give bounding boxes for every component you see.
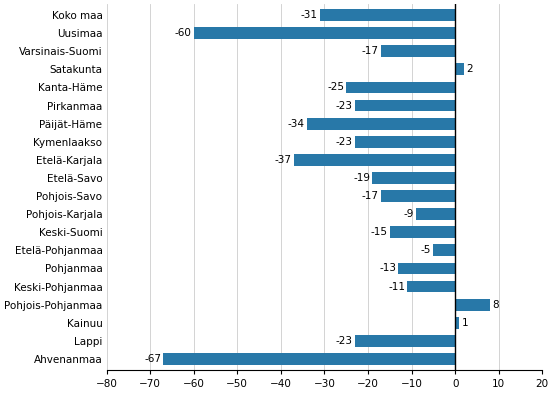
Bar	[455, 317, 460, 329]
Text: -60: -60	[175, 28, 191, 38]
Text: -17: -17	[362, 191, 379, 201]
Bar	[372, 172, 455, 184]
Bar	[390, 226, 455, 238]
Text: -23: -23	[336, 336, 353, 346]
Text: -25: -25	[327, 83, 344, 92]
Bar	[455, 299, 490, 310]
Text: -17: -17	[362, 46, 379, 56]
Bar	[407, 281, 455, 292]
Bar	[355, 136, 455, 148]
Bar	[434, 244, 455, 256]
Bar	[355, 335, 455, 347]
Text: -5: -5	[421, 245, 431, 255]
Bar	[381, 190, 455, 202]
Text: 8: 8	[492, 299, 499, 310]
Bar	[399, 263, 455, 274]
Bar	[416, 208, 455, 220]
Text: -34: -34	[288, 119, 305, 129]
Bar	[163, 353, 455, 365]
Bar	[194, 27, 455, 39]
Text: -23: -23	[336, 101, 353, 110]
Bar	[307, 118, 455, 130]
Bar	[381, 45, 455, 57]
Text: -37: -37	[275, 155, 292, 165]
Text: -67: -67	[144, 354, 161, 364]
Bar	[346, 82, 455, 93]
Text: -13: -13	[379, 263, 397, 274]
Text: -23: -23	[336, 137, 353, 147]
Text: -31: -31	[301, 10, 318, 20]
Text: -11: -11	[388, 281, 405, 292]
Bar	[355, 100, 455, 111]
Text: -15: -15	[371, 227, 388, 237]
Bar	[294, 154, 455, 166]
Text: 1: 1	[462, 318, 468, 328]
Bar	[320, 9, 455, 21]
Text: 2: 2	[466, 64, 473, 74]
Bar	[455, 63, 464, 75]
Text: -19: -19	[353, 173, 370, 183]
Text: -9: -9	[403, 209, 414, 219]
